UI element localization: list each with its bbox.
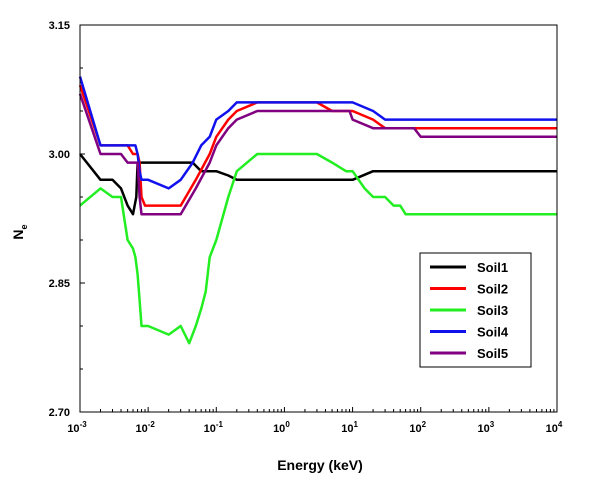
- legend-label-soil5: Soil5: [477, 346, 508, 361]
- x-tick-label: 103: [478, 420, 495, 435]
- x-tick-label: 10-1: [204, 420, 224, 435]
- plot-frame: [79, 24, 558, 413]
- series-line-soil1: [79, 153, 557, 216]
- x-tick-label: 100: [273, 420, 290, 435]
- y-tick-label: 2.85: [49, 278, 70, 290]
- x-axis-title: Energy (keV): [277, 457, 363, 473]
- series-layer: [78, 76, 557, 345]
- x-axis: 10-3 10-2 10-1 100 101 102 103 104: [67, 407, 563, 435]
- legend-label-soil2: Soil2: [477, 282, 508, 297]
- legend-label-soil3: Soil3: [477, 303, 508, 318]
- legend-label-soil4: Soil4: [477, 325, 509, 340]
- y-axis-title-subscript: e: [19, 224, 29, 229]
- legend-label-soil1: Soil1: [477, 260, 508, 275]
- y-tick-label: 3.15: [49, 20, 70, 32]
- y-tick-label: 3.00: [49, 149, 70, 161]
- legend-items: Soil1 Soil2 Soil3 Soil4 Soil5: [430, 260, 509, 361]
- x-tick-label: 10-2: [135, 420, 155, 435]
- series-line-soil5: [78, 93, 557, 216]
- y-tick-label: 2.70: [49, 407, 70, 419]
- y-axis: 2.70 2.85 3.00 3.15: [49, 20, 85, 419]
- x-tick-label: 10-3: [67, 420, 87, 435]
- y-axis-title: Ne: [10, 224, 29, 239]
- x-tick-label: 104: [546, 420, 563, 435]
- x-tick-label: 101: [341, 420, 358, 435]
- series-line-soil3: [79, 152, 557, 345]
- series-line-soil4: [78, 76, 557, 190]
- legend: Soil1 Soil2 Soil3 Soil4 Soil5: [419, 252, 532, 368]
- x-tick-label: 102: [409, 420, 426, 435]
- y-axis-title-main: N: [10, 229, 26, 239]
